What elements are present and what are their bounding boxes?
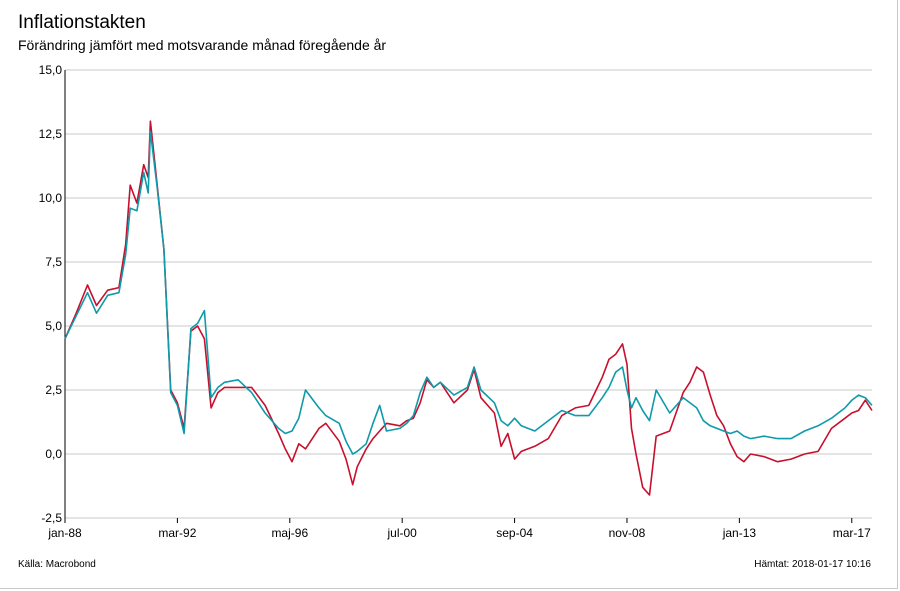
x-tick-label: sep-04: [496, 526, 533, 540]
x-tick-label: jan-13: [722, 526, 757, 540]
chart-title: Inflationstakten: [18, 12, 146, 33]
y-tick-label: 5,0: [45, 319, 62, 333]
source-note: Källa: Macrobond: [18, 559, 96, 570]
y-tick-label: 7,5: [45, 255, 62, 269]
x-tick-label: mar-92: [158, 526, 196, 540]
y-tick-label: 10,0: [39, 191, 63, 205]
x-tick-label: jan-88: [47, 526, 82, 540]
series-line-2: [64, 130, 873, 455]
y-tick-label: 12,5: [39, 127, 63, 141]
x-tick-label: nov-08: [609, 526, 646, 540]
y-tick-label: 15,0: [39, 63, 63, 77]
y-tick-label: -2,5: [41, 511, 62, 525]
x-tick-label: mar-17: [833, 526, 871, 540]
chart-subtitle: Förändring jämfört med motsvarande månad…: [18, 37, 387, 53]
y-tick-label: 2,5: [45, 383, 62, 397]
x-tick-label: jul-00: [387, 526, 418, 540]
x-tick-label: maj-96: [271, 526, 308, 540]
retrieved-timestamp: Hämtat: 2018-01-17 10:16: [754, 559, 871, 570]
y-tick-label: 0,0: [45, 447, 62, 461]
